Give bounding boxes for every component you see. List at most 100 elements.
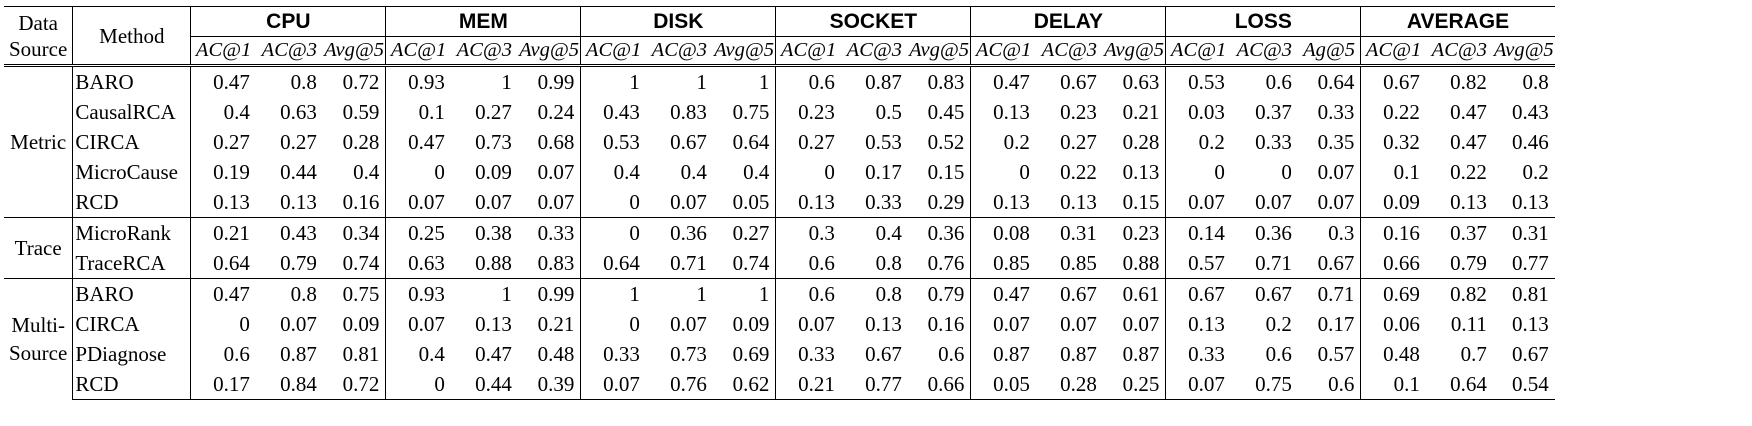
value-cell: 0.2 xyxy=(1265,311,1292,336)
metric-header: Avg@5 xyxy=(1493,39,1554,61)
metric-header: Avg@5 xyxy=(517,36,582,66)
value-cell: 0.8 xyxy=(840,278,908,309)
value-cell: 0.64 xyxy=(603,250,640,275)
value-cell: 0.22 xyxy=(1450,159,1487,184)
value-cell: 0.64 xyxy=(213,250,250,275)
value-cell: 0.87 xyxy=(1102,339,1167,369)
table-row: RCD 0.13 0.13 0.16 0.07 0.07 0.07 0 0.07 0.05 0.13… xyxy=(4,187,1555,218)
value-cell: 0.07 xyxy=(517,157,582,187)
method-name: MicroCause xyxy=(72,157,192,187)
value-cell: 0.67 xyxy=(1035,64,1103,97)
value-cell: 1 xyxy=(580,278,646,309)
method-name: BARO xyxy=(72,64,192,97)
value-cell: 0 xyxy=(629,189,640,214)
value-cell: 0.07 xyxy=(280,311,317,336)
value-cell: 0.07 xyxy=(1297,157,1362,187)
value-cell: 0.25 xyxy=(1102,369,1167,400)
value-cell: 0.59 xyxy=(322,97,387,127)
value-cell: 1 xyxy=(645,64,713,97)
value-cell: 0.87 xyxy=(1060,341,1097,366)
value-cell: 0.27 xyxy=(1060,129,1097,154)
value-cell: 0.6 xyxy=(775,278,841,309)
metric-header: AC@1 xyxy=(585,39,642,61)
value-cell: 0.5 xyxy=(875,99,902,124)
value-cell: 0.35 xyxy=(1297,127,1362,157)
value-cell: 0.33 xyxy=(603,341,640,366)
value-cell: 0.8 xyxy=(875,250,902,275)
value-cell: 0.63 xyxy=(408,250,445,275)
value-cell: 0.34 xyxy=(322,217,387,248)
value-cell: 0.53 xyxy=(1165,64,1231,97)
value-cell: 0.09 xyxy=(712,309,777,339)
value-cell: 0.15 xyxy=(907,157,972,187)
value-cell: 0 xyxy=(1214,159,1225,184)
value-cell: 0.68 xyxy=(517,127,582,157)
metric-header: Avg@5 xyxy=(322,36,387,66)
value-cell: 0.07 xyxy=(1297,187,1362,218)
section-label-line: Trace xyxy=(14,236,62,260)
value-cell: 0.64 xyxy=(1425,369,1493,400)
method-name: CIRCA xyxy=(72,309,192,339)
value-cell: 0.13 xyxy=(1060,189,1097,214)
value-cell: 0.37 xyxy=(1255,99,1292,124)
method-name: BARO xyxy=(72,278,192,309)
group-header-disk: DISK xyxy=(580,6,777,37)
value-cell: 0.57 xyxy=(1188,250,1225,275)
value-cell: 0.88 xyxy=(475,250,512,275)
value-cell: 0.13 xyxy=(1511,189,1549,214)
value-cell: 0.13 xyxy=(1511,311,1549,336)
value-cell: 0.67 xyxy=(1297,248,1362,279)
group-header-loss: LOSS xyxy=(1165,6,1362,37)
value-cell: 0.07 xyxy=(1165,369,1231,400)
table-body: Metric BARO 0.47 0.8 0.72 0.93 1 0.99 1 1 1 0.6 0.87… xyxy=(4,64,1555,400)
value-cell: 0.81 xyxy=(1492,278,1555,309)
data-source-header-line2: Source xyxy=(9,36,68,61)
metric-header: Avg@5 xyxy=(712,36,777,66)
value-cell: 0.05 xyxy=(712,187,777,218)
value-cell: 0.33 xyxy=(1255,129,1292,154)
value-cell: 0.71 xyxy=(1255,250,1292,275)
value-cell: 0.75 xyxy=(712,97,777,127)
value-cell: 0.24 xyxy=(517,97,582,127)
value-cell: 0.93 xyxy=(385,278,451,309)
value-cell: 0.69 xyxy=(712,339,777,369)
value-cell: 0.27 xyxy=(213,129,250,154)
value-cell: 1 xyxy=(580,64,646,97)
value-cell: 0.33 xyxy=(1188,341,1225,366)
value-cell: 0.31 xyxy=(1492,217,1555,248)
value-cell: 0.21 xyxy=(190,217,256,248)
value-cell: 0.4 xyxy=(613,159,640,184)
value-cell: 0.67 xyxy=(1511,341,1549,366)
metric-header: AC@1 xyxy=(390,39,447,61)
value-cell: 0.8 xyxy=(1492,64,1555,97)
metric-header: AC@3 xyxy=(1431,39,1487,61)
table-header: Data Source Method CPU MEM DISK SOCKET DELAY LOS… xyxy=(4,6,1555,66)
value-cell: 0.67 xyxy=(865,341,902,366)
value-cell: 0.77 xyxy=(1511,250,1549,275)
value-cell: 0.53 xyxy=(603,129,640,154)
value-cell: 0.13 xyxy=(280,189,317,214)
value-cell: 0.37 xyxy=(1425,217,1493,248)
value-cell: 0.22 xyxy=(1060,159,1097,184)
value-cell: 0.61 xyxy=(1102,278,1167,309)
value-cell: 0.4 xyxy=(840,217,908,248)
method-name: RCD xyxy=(72,187,192,218)
value-cell: 0.27 xyxy=(475,99,512,124)
value-cell: 0.74 xyxy=(322,248,387,279)
value-cell: 0.36 xyxy=(645,217,713,248)
table-row: PDiagnose 0.6 0.87 0.81 0.4 0.47 0.48 0.33 0.73 0… xyxy=(4,339,1555,369)
value-cell: 0.09 xyxy=(475,159,512,184)
value-cell: 0.29 xyxy=(907,187,972,218)
value-cell: 0.79 xyxy=(280,250,317,275)
metric-header: AC@1 xyxy=(975,39,1032,61)
value-cell: 0.81 xyxy=(322,339,387,369)
method-name: PDiagnose xyxy=(72,339,192,369)
value-cell: 0.6 xyxy=(1297,369,1362,400)
value-cell: 0 xyxy=(434,159,445,184)
value-cell: 0.47 xyxy=(190,64,256,97)
section-label-line: Metric xyxy=(10,130,67,154)
metric-header: AC@3 xyxy=(651,39,707,61)
value-cell: 0.73 xyxy=(475,129,512,154)
value-cell: 0.22 xyxy=(1383,99,1420,124)
value-cell: 0 xyxy=(824,159,835,184)
